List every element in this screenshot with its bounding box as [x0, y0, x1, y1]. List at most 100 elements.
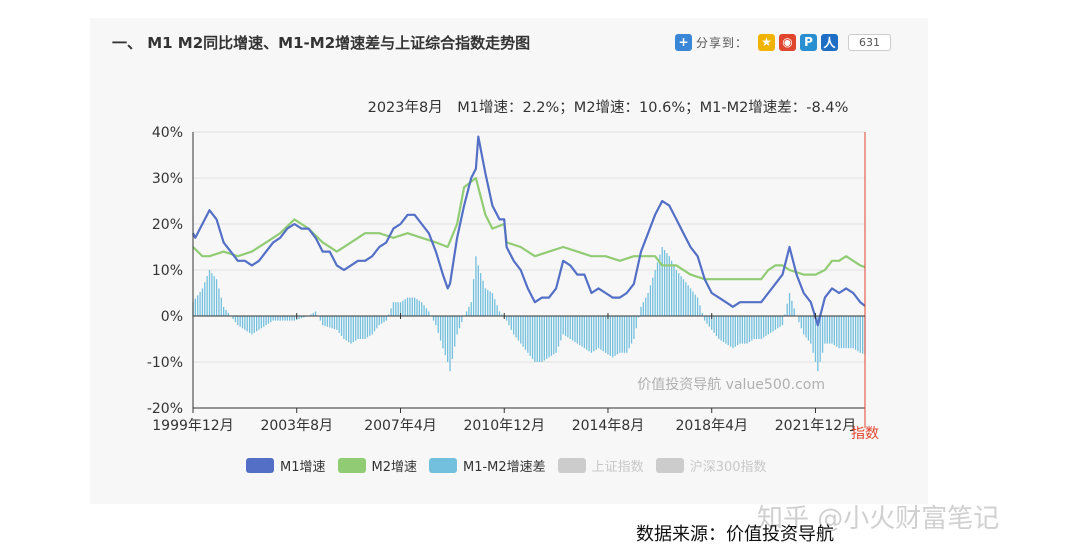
- diff-bar: [253, 316, 255, 333]
- diff-bar: [246, 316, 248, 332]
- diff-bar: [560, 316, 562, 341]
- diff-bar: [553, 316, 555, 355]
- diff-bar: [675, 270, 678, 316]
- diff-bar: [770, 316, 772, 333]
- legend-item-m1-m2-diff[interactable]: M1-M2增速差: [429, 456, 546, 475]
- diff-bar: [800, 316, 802, 329]
- diff-bar: [548, 316, 550, 358]
- diff-bar: [270, 316, 272, 323]
- legend-item-csi300[interactable]: 沪深300指数: [655, 456, 767, 475]
- renren-icon[interactable]: 人: [821, 33, 839, 51]
- diff-bar: [399, 302, 402, 316]
- diff-bar: [819, 316, 821, 362]
- diff-bar: [586, 316, 588, 350]
- diff-bar: [692, 291, 694, 316]
- diff-bar: [211, 273, 213, 316]
- diff-bar: [281, 316, 284, 321]
- diff-bar: [423, 305, 425, 316]
- chart-legend: M1增速 M2增速 M1-M2增速差 上证指数 沪深300指数: [246, 456, 779, 475]
- diff-bar: [411, 297, 413, 316]
- qzone-icon[interactable]: ★: [758, 33, 776, 51]
- diff-bar: [442, 316, 444, 349]
- diff-bar: [350, 316, 352, 344]
- diff-bar: [607, 316, 609, 355]
- diff-bar: [645, 297, 647, 316]
- diff-bar: [421, 302, 423, 316]
- diff-bar: [859, 316, 861, 353]
- diff-bar: [550, 316, 553, 356]
- diff-bar: [277, 316, 279, 321]
- diff-bar: [814, 316, 817, 363]
- diff-bar: [708, 316, 711, 327]
- diff-bar: [786, 303, 788, 316]
- diff-bar: [206, 276, 208, 316]
- right-axis-label: 指数: [851, 426, 879, 442]
- diff-bar: [357, 316, 359, 339]
- diff-bar: [312, 312, 314, 316]
- diff-bar: [371, 316, 373, 335]
- plus-icon[interactable]: +: [675, 33, 692, 51]
- diff-bar: [477, 265, 479, 316]
- diff-bar: [347, 316, 350, 343]
- share-count[interactable]: 631: [848, 33, 892, 51]
- diff-bar: [807, 316, 810, 341]
- diff-bar: [852, 316, 854, 349]
- diff-bar: [458, 316, 461, 329]
- tencent-weibo-icon[interactable]: P: [800, 33, 818, 51]
- diff-bar: [654, 269, 656, 316]
- diff-bar: [289, 316, 291, 321]
- diff-bar: [204, 282, 206, 316]
- diff-bar: [465, 311, 468, 316]
- diff-bar: [595, 316, 597, 350]
- diff-bar: [517, 316, 520, 341]
- diff-bar: [774, 316, 777, 330]
- diff-bar: [720, 316, 722, 341]
- diff-bar: [508, 316, 510, 326]
- diff-bar: [803, 316, 805, 335]
- diff-bar: [564, 316, 567, 336]
- diff-bar: [571, 316, 574, 341]
- diff-bar: [609, 316, 611, 356]
- diff-bar: [805, 316, 807, 338]
- diff-bar: [847, 316, 850, 349]
- diff-bar: [279, 316, 281, 321]
- diff-bar: [649, 285, 652, 316]
- diff-bar: [616, 316, 619, 355]
- diff-bar: [604, 316, 607, 353]
- diff-bar: [854, 316, 857, 350]
- diff-bar: [784, 314, 786, 316]
- diff-bar: [758, 316, 760, 339]
- diff-bar: [449, 316, 451, 372]
- legend-swatch: [557, 458, 586, 473]
- diff-bar: [513, 316, 515, 335]
- diff-bar: [355, 316, 357, 341]
- site-watermark: 价值投资导航 value500.com: [637, 377, 825, 393]
- y-tick-label: 40%: [152, 125, 183, 141]
- diff-bar: [380, 316, 383, 324]
- diff-bar: [666, 253, 668, 316]
- legend-item-shanghai-index[interactable]: 上证指数: [557, 456, 644, 475]
- diff-bar: [739, 316, 741, 344]
- legend-item-m2[interactable]: M2增速: [337, 456, 417, 475]
- share-label: 分享到：: [696, 35, 749, 50]
- diff-bar: [579, 316, 581, 346]
- diff-bar: [562, 316, 564, 335]
- legend-label: M1增速: [280, 460, 326, 475]
- diff-bar: [765, 316, 767, 336]
- diff-bar: [505, 316, 508, 321]
- legend-item-m1[interactable]: M1增速: [246, 456, 326, 475]
- diff-bar: [437, 316, 439, 333]
- diff-bar: [767, 316, 769, 335]
- diff-bar: [680, 276, 682, 316]
- diff-bar: [557, 316, 560, 347]
- diff-bar: [661, 247, 663, 316]
- diff-bar: [444, 316, 446, 356]
- diff-bar: [487, 289, 489, 316]
- diff-bar: [496, 305, 498, 316]
- weibo-icon[interactable]: ◉: [779, 33, 797, 51]
- diff-bar: [621, 316, 623, 353]
- diff-bar: [343, 316, 345, 340]
- diff-bar: [223, 306, 225, 316]
- diff-bar: [810, 316, 812, 344]
- diff-bar: [501, 314, 503, 316]
